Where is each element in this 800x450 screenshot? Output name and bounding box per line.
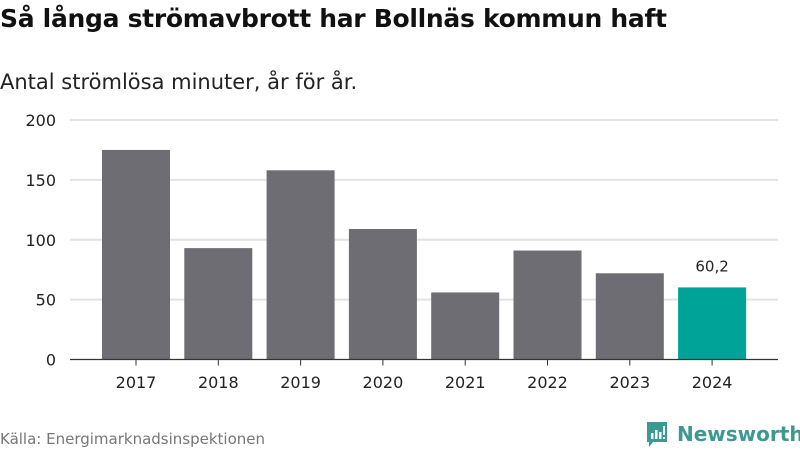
x-tick-label: 2017 [116, 373, 157, 392]
y-tick-label: 200 [25, 111, 56, 130]
bar-2023 [595, 273, 664, 360]
brand-name: Newsworthy [677, 422, 800, 446]
y-tick-label: 150 [25, 171, 56, 190]
x-tick-label: 2024 [692, 373, 733, 392]
bar-2021 [431, 292, 500, 360]
x-tick-label: 2023 [609, 373, 650, 392]
x-tick-label: 2021 [445, 373, 486, 392]
x-tick-label: 2018 [198, 373, 239, 392]
chart-subtitle: Antal strömlösa minuter, år för år. [0, 70, 358, 94]
source-note: Källa: Energimarknadsinspektionen [0, 430, 266, 448]
bar-2022 [513, 250, 582, 360]
newsworthy-logo: Newsworthy [645, 420, 800, 448]
x-tick-label: 2020 [363, 373, 404, 392]
y-tick-label: 100 [25, 231, 56, 250]
bar-2018 [184, 248, 253, 360]
data-label: 60,2 [695, 257, 728, 275]
x-tick-label: 2019 [280, 373, 321, 392]
bar-2017 [102, 149, 170, 360]
bar-2024 [678, 287, 747, 360]
bar-2019 [266, 170, 335, 360]
chart-title: Så långa strömavbrott har Bollnäs kommun… [0, 4, 667, 33]
x-tick-label: 2022 [527, 373, 568, 392]
y-tick-label: 50 [36, 291, 56, 310]
bar-2020 [348, 228, 417, 360]
y-tick-label: 0 [46, 351, 56, 370]
newsworthy-logo-icon [647, 422, 667, 447]
